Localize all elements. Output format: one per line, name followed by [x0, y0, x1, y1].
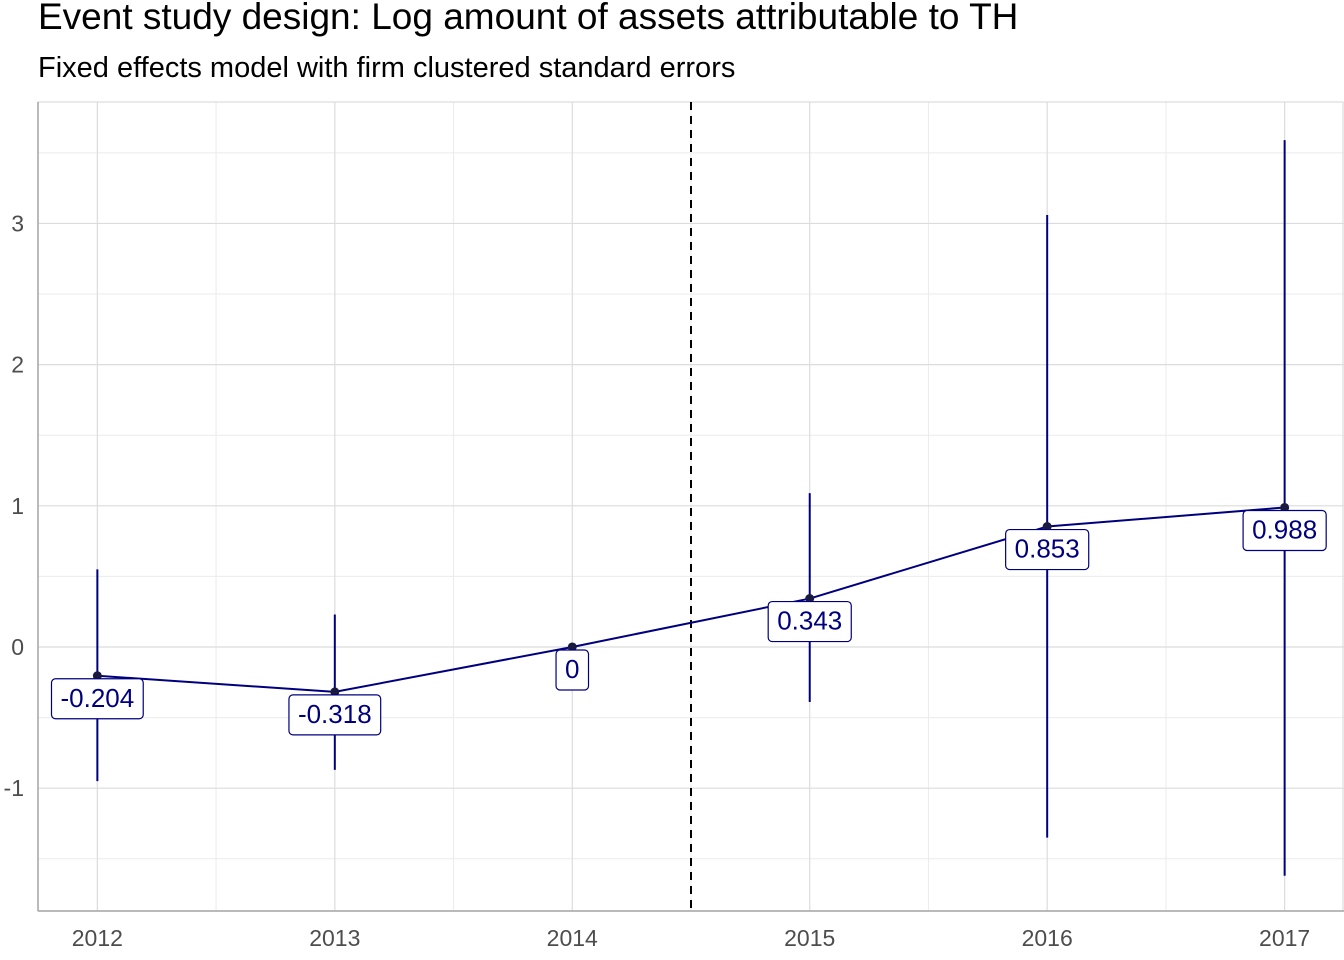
value-label-box — [555, 649, 590, 691]
axis-layer: 2012 2013 2014 2015 2016 2017 -1 0 1 2 3 — [4, 102, 1344, 951]
value-label-text: -0.318 — [298, 699, 372, 729]
data-point — [1280, 502, 1290, 512]
y-tick-label: 0 — [11, 634, 24, 660]
value-label: -0.318 — [288, 694, 382, 736]
value-label: 0.853 — [1005, 528, 1090, 571]
value-label: 0.343 — [767, 600, 852, 643]
x-tick-label: 2016 — [1022, 925, 1073, 951]
value-label-text: 0 — [565, 654, 579, 684]
value-label: -0.204 — [50, 678, 144, 720]
data-point — [330, 687, 340, 697]
value-label-text: 0.343 — [777, 606, 842, 636]
value-label-text: -0.204 — [60, 683, 134, 713]
value-label-box — [50, 678, 144, 720]
chart-title: Event study design: Log amount of assets… — [38, 0, 1019, 37]
mark-layer: -0.204 -0.318 0 0.343 0.853 0.988 — [50, 102, 1327, 911]
x-tick-label: 2017 — [1259, 925, 1310, 951]
series-line — [97, 506, 1285, 693]
y-tick-label: 2 — [11, 352, 24, 378]
x-tick-label: 2015 — [784, 925, 835, 951]
x-tick-label: 2012 — [72, 925, 123, 951]
x-tick-label: 2014 — [547, 925, 598, 951]
y-tick-label: -1 — [4, 775, 24, 801]
value-label: 0.988 — [1242, 509, 1327, 552]
value-label-box — [288, 694, 382, 736]
value-label: 0 — [555, 649, 590, 691]
chart-subtitle: Fixed effects model with firm clustered … — [38, 52, 736, 84]
value-label-text: 0.988 — [1252, 514, 1317, 544]
data-point — [805, 594, 815, 604]
y-tick-label: 1 — [11, 493, 24, 519]
data-point — [567, 642, 577, 652]
data-point — [1042, 522, 1052, 532]
value-label-box — [1005, 528, 1090, 571]
value-label-box — [1242, 509, 1327, 552]
y-tick-label: 3 — [11, 210, 24, 236]
x-tick-label: 2013 — [309, 925, 360, 951]
value-label-box — [767, 600, 852, 643]
data-point — [92, 671, 102, 681]
value-label-text: 0.853 — [1015, 534, 1080, 564]
